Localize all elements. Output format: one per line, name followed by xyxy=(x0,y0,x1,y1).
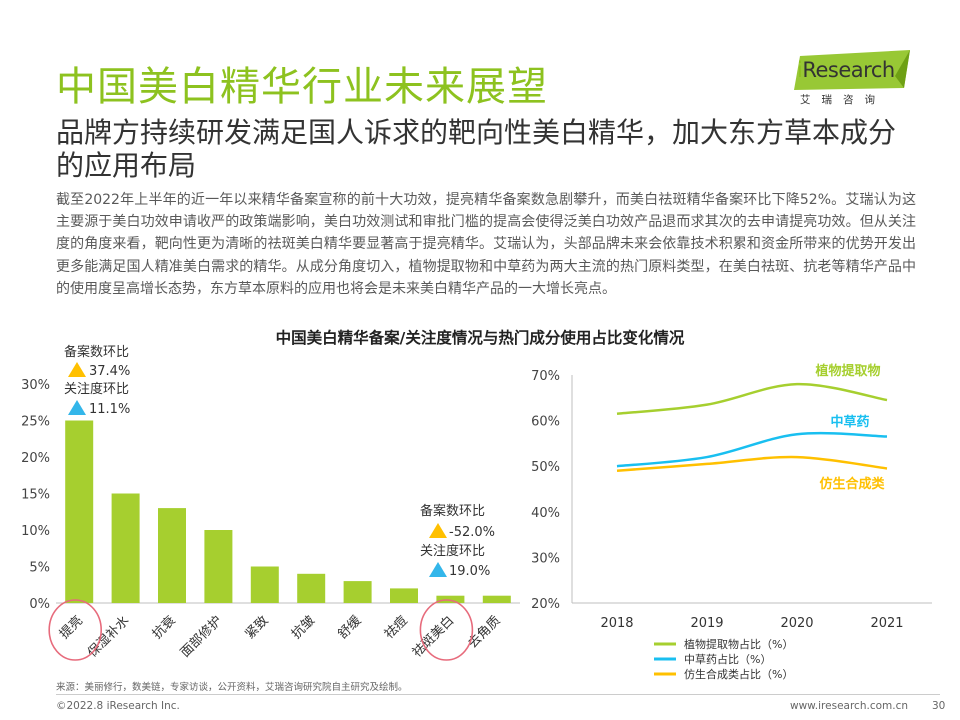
bar-抗皱 xyxy=(297,573,326,603)
logo-wordmark-i: i xyxy=(797,58,803,82)
line-y-tick-label: 30% xyxy=(531,551,560,566)
line-y-tick-label: 20% xyxy=(531,597,560,612)
annotation-attention-label: 关注度环比 xyxy=(420,543,485,559)
series-label: 植物提取物 xyxy=(814,363,880,379)
footer-divider xyxy=(56,694,940,695)
bar-y-tick-label: 5% xyxy=(29,561,50,576)
series-label: 中草药 xyxy=(830,414,869,430)
series-label: 仿生合成类 xyxy=(819,476,885,492)
series-line-0 xyxy=(616,382,888,416)
highlight-circle xyxy=(48,599,102,661)
bar-保湿补水 xyxy=(111,493,140,603)
bar-y-tick-label: 20% xyxy=(21,451,50,466)
bar-y-tick-label: 15% xyxy=(21,488,50,503)
chart-title: 中国美白精华备案/关注度情况与热门成分使用占比变化情况 xyxy=(275,329,685,347)
bar-y-tick-label: 25% xyxy=(21,415,50,430)
bar-祛斑美白 xyxy=(436,595,465,603)
bar-抗衰 xyxy=(158,508,186,603)
line-y-tick-label: 40% xyxy=(531,506,560,521)
bar-y-tick-label: 10% xyxy=(21,524,50,539)
line-y-tick-label: 70% xyxy=(531,369,560,384)
page-title: 中国美白精华行业未来展望 xyxy=(56,64,548,110)
annotation-filing-value: 37.4% xyxy=(89,364,130,379)
series-line-2 xyxy=(616,455,888,473)
bar-y-tick-label: 0% xyxy=(29,597,50,612)
copyright: ©2022.8 iResearch Inc. xyxy=(56,700,180,712)
bar-去角质 xyxy=(482,595,511,603)
line-x-tick-label: 2019 xyxy=(690,616,723,631)
bar-y-tick-label: 30% xyxy=(21,378,50,393)
series-line-1 xyxy=(616,431,888,468)
annotation-attention-value: 19.0% xyxy=(449,564,490,579)
line-x-tick-label: 2020 xyxy=(780,616,813,631)
up-triangle-icon xyxy=(68,362,86,377)
logo-subtitle: 艾瑞咨询 xyxy=(800,94,886,106)
website-link[interactable]: www.iresearch.com.cn xyxy=(790,700,909,712)
bar-紧致 xyxy=(250,566,279,603)
legend-label: 中草药占比（%） xyxy=(684,652,771,666)
highlight-circle xyxy=(419,599,474,661)
bar-提亮 xyxy=(65,420,94,603)
annotation-attention-value: 11.1% xyxy=(89,402,130,417)
line-x-tick-label: 2021 xyxy=(870,616,903,631)
bar-舒缓 xyxy=(343,581,372,603)
body-paragraph: 截至2022年上半年的近一年以来精华备案宣称的前十大功效，提亮精华备案数急剧攀升… xyxy=(56,192,916,297)
source-note: 来源：美丽修行，数美链，专家访谈，公开资料，艾瑞咨询研究院自主研究及绘制。 xyxy=(56,682,408,693)
page-number: 30 xyxy=(932,700,946,712)
up-triangle-icon xyxy=(429,562,447,577)
line-y-tick-label: 50% xyxy=(531,460,560,475)
page-subtitle: 品牌方持续研发满足国人诉求的靶向性美白精华，加大东方草本成分的应用布局 xyxy=(56,116,897,182)
annotation-filing-label: 备案数环比 xyxy=(420,503,485,519)
annotation-filing-value: -52.0% xyxy=(449,525,495,540)
logo-wordmark-rest: Research xyxy=(802,58,895,82)
bar-面部修护 xyxy=(204,530,233,603)
logo-wordmark: iResearch xyxy=(797,58,895,82)
iresearch-logo xyxy=(794,50,910,90)
annotation-attention-label: 关注度环比 xyxy=(64,381,129,397)
line-x-tick-label: 2018 xyxy=(600,616,633,631)
legend-label: 植物提取物占比（%） xyxy=(684,637,793,651)
up-triangle-icon xyxy=(68,400,86,415)
up-triangle-icon xyxy=(429,523,447,538)
bar-祛痘 xyxy=(390,588,418,603)
annotation-filing-label: 备案数环比 xyxy=(64,344,129,360)
legend-label: 仿生合成类占比（%） xyxy=(684,667,793,681)
line-y-tick-label: 60% xyxy=(531,415,560,430)
